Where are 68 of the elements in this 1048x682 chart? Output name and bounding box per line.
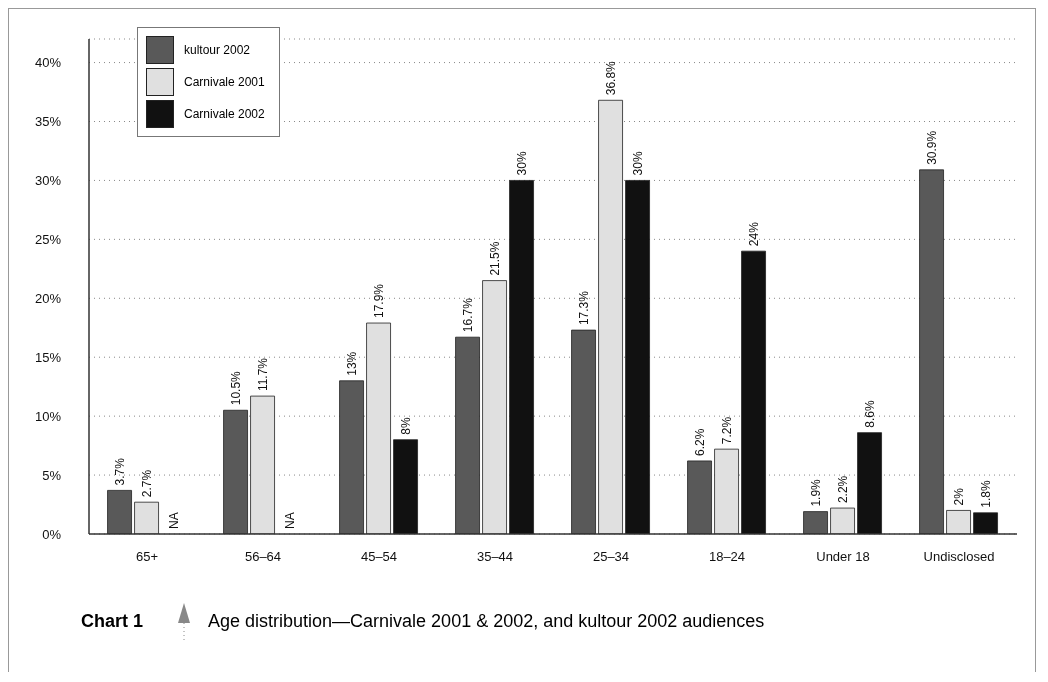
data-label: 2%	[952, 487, 966, 506]
data-label: 13%	[344, 351, 359, 376]
bar	[339, 380, 364, 534]
bar	[625, 180, 650, 534]
bar	[134, 501, 159, 534]
y-tick-label: 15%	[34, 349, 62, 365]
y-tick-label: 20%	[34, 290, 62, 306]
bar	[107, 489, 132, 534]
bar	[598, 99, 623, 534]
data-label: 6.2%	[692, 428, 707, 456]
bar	[223, 409, 248, 534]
bar	[803, 511, 828, 534]
legend-label: Carnivale 2002	[184, 107, 265, 121]
x-tick-label: Under 18	[816, 549, 870, 565]
data-label: 2.2%	[836, 475, 850, 504]
y-tick-label: 35%	[34, 114, 62, 130]
legend-label: kultour 2002	[184, 43, 251, 57]
bar	[973, 512, 998, 534]
data-label: 1.9%	[808, 478, 823, 507]
y-tick-label: 0%	[42, 526, 62, 542]
data-label: 17.9%	[372, 283, 386, 319]
data-label: 30%	[515, 151, 530, 176]
text: Age distribution—Carnivale 2001 & 2002, and kultour 2002 audiences	[208, 610, 765, 632]
bar	[830, 507, 855, 534]
legend-label: Carnivale 2001	[184, 75, 265, 89]
bar	[714, 448, 739, 534]
data-label: 8.6%	[863, 399, 878, 428]
data-label: 24%	[747, 221, 762, 247]
data-label: 17.3%	[576, 290, 591, 326]
data-label: 30%	[631, 151, 646, 176]
data-label: 21.5%	[488, 241, 502, 276]
x-tick-label: 18–24	[708, 549, 746, 565]
data-label: 3.7%	[112, 457, 127, 486]
data-label: 10.5%	[228, 370, 243, 406]
bar	[366, 322, 391, 534]
text: Chart 1	[81, 610, 144, 632]
data-label: 36.8%	[604, 60, 618, 96]
bar	[687, 460, 712, 534]
data-label: 30.9%	[924, 130, 939, 165]
y-tick-label: 25%	[34, 231, 62, 247]
x-tick-label: Undisclosed	[923, 549, 995, 565]
bar	[482, 280, 507, 534]
x-tick-label: 35–44	[476, 549, 514, 565]
y-tick-label: 40%	[34, 55, 62, 71]
bar	[857, 432, 882, 534]
text: NA	[283, 512, 298, 529]
bar	[455, 336, 480, 534]
bar	[250, 395, 275, 534]
bar	[919, 169, 944, 534]
bar	[741, 250, 766, 534]
y-tick-label: 30%	[34, 173, 62, 189]
data-label: 8%	[399, 417, 414, 435]
x-tick-label: 65+	[135, 549, 159, 565]
y-tick-label: 5%	[42, 467, 62, 483]
x-tick-label: 25–34	[592, 549, 630, 565]
data-label: 11.7%	[256, 357, 270, 392]
data-label: 16.7%	[460, 297, 475, 333]
bar	[509, 180, 534, 534]
data-label: 2.7%	[140, 469, 154, 498]
bar	[571, 329, 596, 534]
x-tick-label: 45–54	[360, 549, 398, 565]
text: NA	[167, 512, 182, 529]
bar	[946, 510, 971, 534]
bar	[393, 439, 418, 534]
x-tick-label: 56–64	[244, 549, 282, 565]
data-label: 7.2%	[720, 416, 734, 445]
data-label: 1.8%	[979, 480, 994, 508]
y-tick-label: 10%	[34, 408, 62, 424]
